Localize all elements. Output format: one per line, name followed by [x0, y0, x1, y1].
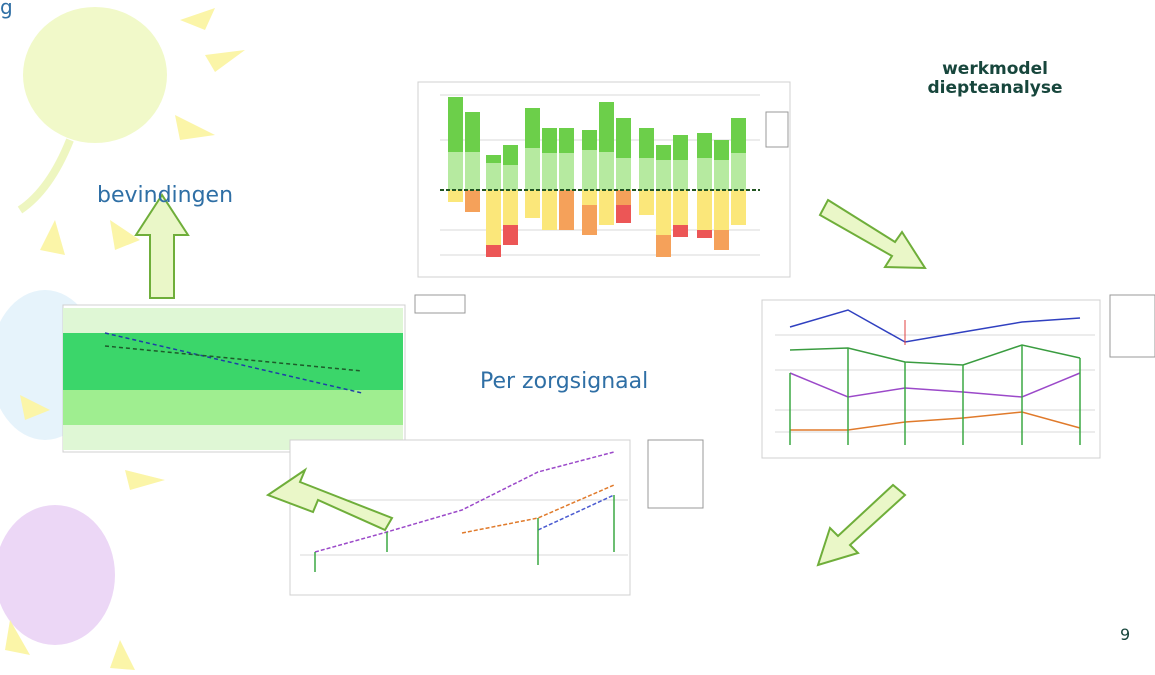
title-line: diepteanalyse: [928, 78, 1063, 98]
title-line: werkmodel: [942, 59, 1048, 79]
findings-label: bevindingen: [97, 183, 233, 208]
corner-text: g: [0, 0, 13, 19]
line-chart-thumbnail: [289, 439, 704, 596]
arrows: [134, 193, 927, 567]
band-chart-thumbnail: [62, 294, 466, 453]
bar-chart-thumbnail: [417, 81, 791, 278]
page-number: 9: [1120, 625, 1130, 644]
multi-line-chart-thumbnail: [761, 294, 1155, 459]
center-label: Per zorgsignaal: [480, 369, 648, 394]
decoration: [0, 7, 245, 670]
